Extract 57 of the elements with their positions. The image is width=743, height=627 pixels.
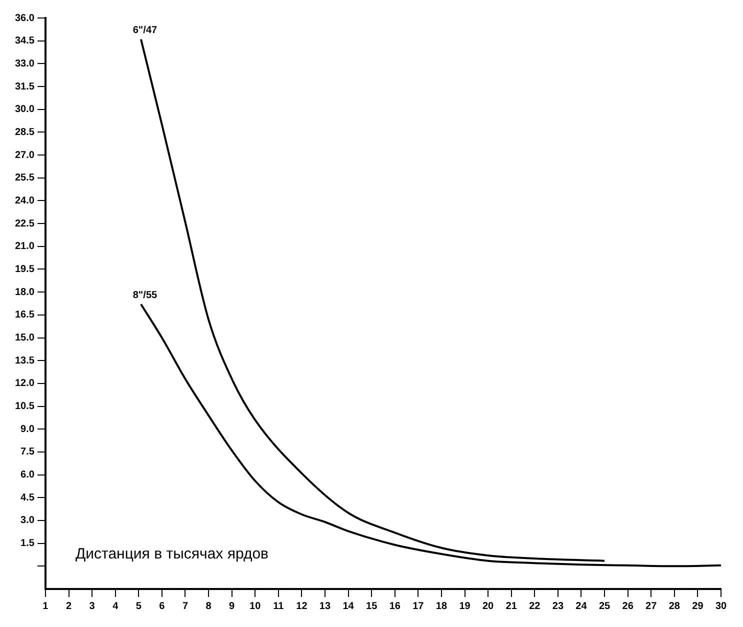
y-tick-label: 1.5 bbox=[20, 538, 35, 550]
x-tick-label: 5 bbox=[136, 600, 142, 612]
x-tick-label: 12 bbox=[296, 600, 308, 612]
y-tick-label: 27.0 bbox=[14, 150, 35, 161]
y-tick-label: 25.5 bbox=[14, 172, 35, 184]
x-tick-label: 1 bbox=[42, 600, 49, 612]
x-tick-label: 30 bbox=[715, 600, 727, 612]
x-tick-label: 18 bbox=[436, 600, 448, 612]
y-tick-label: 28.5 bbox=[14, 126, 35, 138]
x-tick-label: 21 bbox=[506, 600, 518, 612]
y-tick-label: 19.5 bbox=[14, 264, 35, 275]
y-tick-label: 16.5 bbox=[14, 310, 35, 321]
y-tick-label: 30.0 bbox=[14, 104, 35, 116]
y-tick-label: 12.0 bbox=[14, 378, 35, 390]
series-label: 8"/55 bbox=[132, 290, 158, 302]
x-tick-label: 4 bbox=[112, 600, 119, 612]
x-tick-label: 29 bbox=[692, 600, 704, 612]
y-tick-label: 21.0 bbox=[14, 241, 35, 252]
x-tick-label: 11 bbox=[273, 600, 284, 612]
series-label: 6"/47 bbox=[132, 25, 158, 36]
x-tick-label: 13 bbox=[319, 600, 331, 612]
x-tick-label: 28 bbox=[668, 600, 680, 612]
x-tick-label: 22 bbox=[529, 600, 541, 612]
x-tick-label: 2 bbox=[66, 600, 72, 612]
y-tick-label: 4.5 bbox=[20, 492, 35, 504]
x-tick-label: 20 bbox=[482, 600, 494, 612]
y-tick-label: 15.0 bbox=[14, 332, 35, 344]
y-tick-label: 31.5 bbox=[14, 81, 35, 92]
x-tick-label: 7 bbox=[182, 600, 188, 612]
y-tick-label: 9.0 bbox=[20, 424, 35, 435]
y-tick-label: 6.0 bbox=[20, 470, 35, 481]
x-axis-title: Дистанция в тысячах ярдов bbox=[75, 545, 269, 562]
y-tick-label: 3.0 bbox=[20, 515, 35, 526]
y-tick-label: 13.5 bbox=[14, 355, 35, 366]
x-tick-label: 19 bbox=[459, 600, 471, 612]
y-tick-label: 10.5 bbox=[14, 401, 35, 412]
x-tick-label: 15 bbox=[366, 600, 378, 612]
x-tick-label: 26 bbox=[622, 600, 634, 612]
y-tick-label: 24.0 bbox=[14, 195, 35, 206]
x-tick-label: 3 bbox=[89, 600, 96, 612]
y-tick-label: 7.5 bbox=[20, 446, 35, 458]
x-tick-label: 8 bbox=[206, 600, 212, 612]
y-tick-label: 22.5 bbox=[14, 218, 35, 230]
y-tick-label: 33.0 bbox=[14, 58, 35, 70]
x-tick-label: 9 bbox=[229, 600, 236, 612]
y-tick-label: 34.5 bbox=[14, 36, 35, 47]
x-tick-label: 14 bbox=[342, 600, 354, 612]
x-tick-label: 10 bbox=[250, 600, 262, 612]
x-tick-label: 25 bbox=[598, 600, 611, 612]
y-tick-label: 36.0 bbox=[14, 12, 35, 24]
x-tick-label: 27 bbox=[646, 600, 658, 612]
x-tick-label: 16 bbox=[389, 600, 401, 612]
x-tick-label: 6 bbox=[159, 600, 166, 612]
x-tick-label: 23 bbox=[552, 600, 564, 612]
y-tick-label: 18.0 bbox=[14, 286, 35, 298]
x-tick-label: 24 bbox=[576, 600, 588, 612]
x-tick-label: 17 bbox=[412, 600, 424, 612]
